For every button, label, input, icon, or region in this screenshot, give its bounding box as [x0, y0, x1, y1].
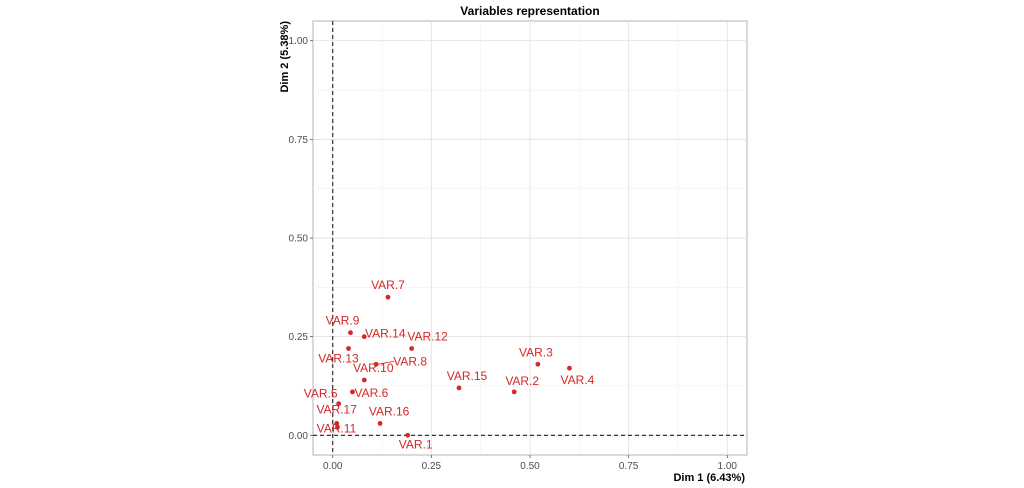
data-label: VAR.1 [399, 437, 433, 451]
y-tick-label: 1.00 [289, 36, 309, 47]
data-label: VAR.7 [371, 278, 405, 292]
y-tick-label: 0.75 [289, 135, 309, 146]
data-point [535, 361, 541, 367]
data-point [336, 401, 342, 407]
data-point [409, 346, 415, 351]
data-point [373, 361, 379, 367]
data-point [456, 385, 462, 391]
data-label: VAR.11 [317, 421, 357, 435]
data-point [377, 421, 383, 426]
data-label: VAR.14 [365, 327, 406, 341]
data-label: VAR.6 [355, 386, 389, 400]
data-label: VAR.13 [318, 351, 359, 365]
data-label: VAR.9 [326, 314, 360, 328]
x-axis-ticks: 0.00 0.25 0.50 0.75 1.00 [323, 455, 737, 472]
y-tick-label: 0.25 [289, 332, 309, 343]
data-point [385, 294, 391, 300]
data-label: VAR.5 [304, 387, 338, 401]
label-connectors [378, 360, 395, 365]
plot-area: VAR.1 VAR.2 VAR.3 VAR.4 VAR.5 VAR.6 VAR.7 VAR.8… [304, 20, 748, 456]
data-labels: VAR.1 VAR.2 VAR.3 VAR.4 VAR.5 VAR.6 VAR.7 VAR.8… [304, 278, 595, 451]
label-connector [378, 360, 395, 365]
data-label: VAR.12 [407, 329, 448, 343]
x-tick-label: 0.75 [619, 461, 639, 472]
data-label: VAR.3 [519, 345, 553, 359]
data-label: VAR.8 [393, 354, 427, 368]
data-label: VAR.2 [505, 374, 539, 388]
x-tick-label: 0.25 [422, 461, 442, 472]
y-axis-title: Dim 2 (5.38%) [279, 21, 291, 93]
y-tick-label: 0.00 [289, 431, 309, 442]
data-point [511, 389, 517, 395]
y-tick-label: 0.50 [289, 234, 309, 245]
data-point [361, 377, 367, 383]
data-label: VAR.10 [353, 361, 394, 375]
data-points [334, 294, 572, 438]
data-point [334, 421, 340, 426]
x-tick-label: 0.50 [520, 461, 540, 472]
y-axis-ticks: 0.00 0.25 0.50 0.75 1.00 [289, 36, 313, 442]
x-tick-label: 0.00 [323, 461, 343, 472]
data-point [361, 334, 367, 340]
data-point [405, 432, 411, 438]
data-point [350, 389, 355, 395]
data-label: VAR.15 [447, 369, 488, 383]
data-label: VAR.16 [369, 404, 410, 418]
data-point [335, 424, 340, 430]
data-label: VAR.17 [316, 402, 357, 416]
x-axis-title: Dim 1 (6.43%) [673, 472, 745, 484]
data-label: VAR.4 [561, 373, 595, 387]
data-point [346, 346, 351, 351]
data-point [348, 330, 353, 336]
x-tick-label: 1.00 [718, 461, 738, 472]
data-point [567, 365, 572, 371]
chart-title: Variables representation [460, 4, 599, 18]
reference-lines [313, 21, 747, 455]
